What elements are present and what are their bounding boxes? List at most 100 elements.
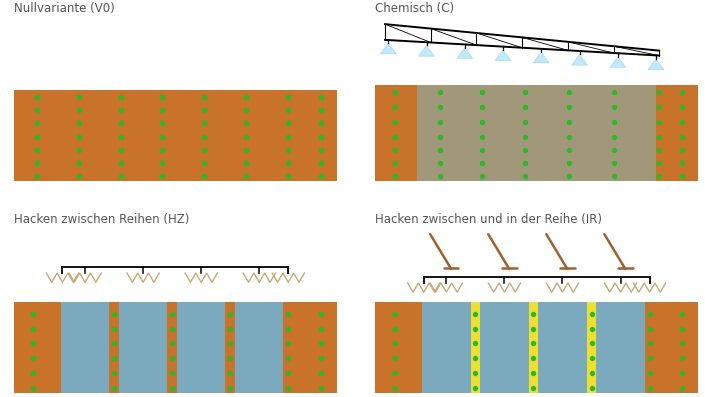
Bar [375, 85, 417, 181]
Point [115, 107, 126, 114]
Point [676, 340, 687, 347]
Point [283, 107, 294, 114]
Point [240, 146, 252, 153]
Point [166, 370, 178, 376]
Point [676, 104, 687, 110]
Point [115, 173, 126, 179]
Point [434, 104, 446, 110]
Point [389, 89, 400, 95]
Point [199, 120, 210, 127]
Point [166, 310, 178, 317]
Point [476, 119, 487, 125]
Point [389, 133, 400, 140]
Point [166, 355, 178, 361]
Point [109, 385, 120, 391]
Point [31, 160, 42, 166]
Point [199, 160, 210, 166]
Point [73, 94, 85, 100]
Point [73, 133, 85, 140]
Point [476, 89, 487, 95]
Point [676, 146, 687, 153]
Point [389, 355, 400, 361]
Polygon shape [380, 43, 396, 54]
Point [563, 146, 575, 153]
Point [27, 385, 39, 391]
Text: Hacken zwischen und in der Reihe (IR): Hacken zwischen und in der Reihe (IR) [375, 214, 602, 226]
Point [476, 160, 487, 166]
Point [608, 133, 620, 140]
Bar [61, 302, 109, 393]
Point [520, 119, 531, 125]
Point [283, 385, 294, 391]
Point [654, 89, 665, 95]
Point [608, 160, 620, 166]
Point [389, 385, 400, 391]
Point [315, 94, 326, 100]
Point [283, 325, 294, 331]
Point [434, 89, 446, 95]
Point [563, 133, 575, 140]
Bar [235, 302, 283, 393]
Point [115, 146, 126, 153]
Point [520, 146, 531, 153]
Polygon shape [610, 57, 626, 67]
Point [676, 160, 687, 166]
Point [389, 370, 400, 376]
Point [73, 146, 85, 153]
Point [166, 385, 178, 391]
Point [31, 146, 42, 153]
Bar [529, 302, 538, 393]
Point [283, 160, 294, 166]
Point [528, 340, 539, 347]
Point [157, 173, 168, 179]
Bar [417, 85, 656, 181]
Point [608, 173, 620, 179]
Point [470, 385, 481, 391]
Point [27, 370, 39, 376]
Point [225, 325, 236, 331]
Text: Hacken zwischen Reihen (HZ): Hacken zwischen Reihen (HZ) [14, 214, 190, 226]
Point [283, 340, 294, 347]
Point [644, 385, 655, 391]
Point [528, 310, 539, 317]
Point [470, 355, 481, 361]
Bar [480, 302, 529, 393]
Point [283, 310, 294, 317]
Point [654, 104, 665, 110]
Point [676, 133, 687, 140]
Point [586, 325, 597, 331]
Point [528, 325, 539, 331]
Point [283, 133, 294, 140]
Point [676, 173, 687, 179]
Point [389, 340, 400, 347]
Point [315, 340, 326, 347]
Point [27, 325, 39, 331]
Point [31, 107, 42, 114]
Point [644, 310, 655, 317]
Point [240, 133, 252, 140]
Point [528, 385, 539, 391]
Point [586, 310, 597, 317]
Point [240, 107, 252, 114]
Point [608, 146, 620, 153]
Point [644, 340, 655, 347]
Point [586, 370, 597, 376]
Bar [375, 227, 698, 302]
Point [563, 104, 575, 110]
Point [315, 325, 326, 331]
Point [563, 173, 575, 179]
Point [283, 120, 294, 127]
Bar [656, 85, 698, 181]
Point [157, 107, 168, 114]
Point [389, 173, 400, 179]
Point [115, 133, 126, 140]
Point [166, 325, 178, 331]
Point [389, 119, 400, 125]
Point [315, 107, 326, 114]
Point [225, 310, 236, 317]
Point [315, 370, 326, 376]
Point [476, 146, 487, 153]
Point [528, 355, 539, 361]
Point [109, 325, 120, 331]
Point [644, 355, 655, 361]
